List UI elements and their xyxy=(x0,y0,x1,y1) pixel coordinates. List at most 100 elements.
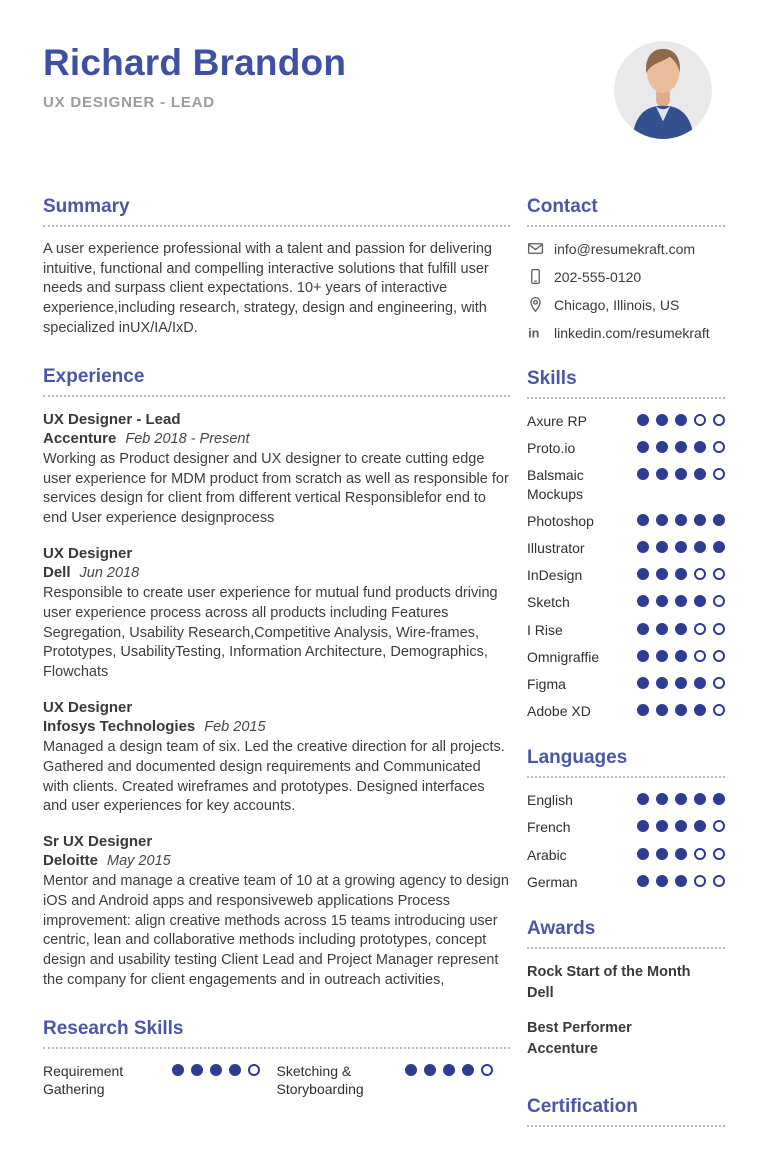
rating-row: Adobe XD xyxy=(527,702,725,720)
rating-label: Requirement Gathering xyxy=(43,1062,124,1097)
rating-dot-empty xyxy=(694,622,706,635)
section-contact: Contact info@resumekraft.com 202-555-0120… xyxy=(527,196,725,341)
rating-dot-filled xyxy=(675,441,687,454)
rating-dots xyxy=(637,648,725,662)
skills-heading: Skills xyxy=(527,368,725,399)
section-languages: Languages English French Arabic German xyxy=(527,747,725,891)
svg-text:in: in xyxy=(528,325,539,340)
profile-photo xyxy=(614,41,712,139)
rating-dot-filled xyxy=(713,793,725,806)
experience-job: Sr UX Designer Deloitte May 2015 Mentor and… xyxy=(43,832,510,991)
rating-dot-filled xyxy=(637,793,649,806)
rating-label: InDesign xyxy=(527,567,583,584)
job-dates: May 2015 xyxy=(107,853,171,870)
job-meta: Deloitte May 2015 xyxy=(43,851,510,871)
rating-dot-filled xyxy=(637,847,649,860)
rating-row: German xyxy=(527,873,725,891)
rating-row: Omnigraffie xyxy=(527,648,725,666)
rating-dots xyxy=(637,791,725,806)
rating-dot-filled xyxy=(462,1063,474,1076)
experience-job: UX Designer Infosys Technologies Feb 2015 M… xyxy=(43,698,510,817)
rating-dot-filled xyxy=(675,820,687,833)
section-skills: Skills Axure RP Proto.io Balsmaic Mockups P… xyxy=(527,368,725,720)
rating-dot-filled xyxy=(424,1063,436,1076)
rating-dot-filled xyxy=(694,540,706,553)
awards-list: Rock Start of the Month Dell Best Performe… xyxy=(527,962,725,1060)
rating-dot-filled xyxy=(694,820,706,833)
contact-value: Chicago, Illinois, US xyxy=(554,296,680,313)
rating-dots xyxy=(637,621,725,635)
rating-dot-filled xyxy=(637,622,649,635)
rating-row: Arabic xyxy=(527,846,725,864)
rating-dot-filled xyxy=(656,820,668,833)
left-column: Summary A user experience professional w… xyxy=(43,196,510,1154)
award-title: Best Performer xyxy=(527,1020,632,1037)
rating-dot-filled xyxy=(675,622,687,635)
rating-dot-filled xyxy=(637,874,649,887)
rating-dots xyxy=(405,1062,493,1076)
job-description: Managed a design team of six. Led the cr… xyxy=(43,739,505,815)
rating-dot-filled xyxy=(637,441,649,454)
rating-dots xyxy=(637,412,725,426)
rating-dot-filled xyxy=(656,847,668,860)
rating-dot-filled xyxy=(171,1063,184,1076)
job-description: Working as Product designer and UX desig… xyxy=(43,450,509,527)
rating-dot-filled xyxy=(675,704,687,717)
contact-heading: Contact xyxy=(527,196,725,227)
rating-dot-filled xyxy=(209,1063,222,1076)
research-skills-list: Requirement Gathering Sketching & Storybo… xyxy=(43,1062,510,1098)
rating-dot-filled xyxy=(656,874,668,887)
rating-dot-filled xyxy=(637,468,649,481)
rating-dot-filled xyxy=(656,414,668,426)
rating-dot-filled xyxy=(656,468,668,481)
job-description: Mentor and manage a creative team of 10 … xyxy=(43,873,509,988)
rating-dot-filled xyxy=(190,1063,203,1076)
experience-jobs: UX Designer - Lead Accenture Feb 2018 - Pr… xyxy=(43,410,510,991)
rating-dot-filled xyxy=(675,513,687,526)
rating-dots xyxy=(171,1062,260,1076)
rating-label: Proto.io xyxy=(527,440,576,457)
contact-item: Chicago, Illinois, US xyxy=(527,296,725,313)
rating-dot-empty xyxy=(247,1063,260,1076)
rating-dot-filled xyxy=(713,540,725,553)
section-summary: Summary A user experience professional w… xyxy=(43,196,510,339)
award-title: Rock Start of the Month xyxy=(527,964,691,980)
rating-label: Sketch xyxy=(527,594,570,611)
experience-heading: Experience xyxy=(43,366,510,397)
rating-dots xyxy=(637,818,725,833)
experience-job: UX Designer Dell Jun 2018 Responsible to cr… xyxy=(43,544,510,683)
award-item: Best Performer Accenture xyxy=(527,1018,725,1060)
section-awards: Awards Rock Start of the Month Dell Best P… xyxy=(527,918,725,1060)
rating-dot-filled xyxy=(694,513,706,526)
rating-dot-empty xyxy=(713,820,725,833)
resume-page: Richard Brandon UX DESIGNER - LEAD Summa… xyxy=(43,41,725,1128)
job-company: Accenture xyxy=(43,430,117,448)
contact-item: in linkedin.com/resumekraft xyxy=(527,324,725,341)
rating-row: Sketch xyxy=(527,593,725,611)
rating-dot-filled xyxy=(656,540,668,553)
award-item: Rock Start of the Month Dell xyxy=(527,962,725,1004)
job-title: UX Designer - Lead xyxy=(43,410,181,428)
rating-dot-filled xyxy=(675,649,687,662)
rating-dot-filled xyxy=(637,704,649,717)
contact-value: info@resumekraft.com xyxy=(554,240,696,257)
job-dates: Feb 2018 - Present xyxy=(125,431,250,448)
linkedin-icon: in xyxy=(527,324,544,341)
contact-item: info@resumekraft.com xyxy=(527,240,725,257)
rating-dot-filled xyxy=(656,676,668,689)
rating-dot-filled xyxy=(637,820,649,833)
rating-row: Photoshop xyxy=(527,512,725,530)
contact-value: 202-555-0120 xyxy=(554,268,642,285)
rating-dot-filled xyxy=(713,513,725,526)
skills-list: Axure RP Proto.io Balsmaic Mockups Photosho… xyxy=(527,412,725,720)
rating-label: Balsmaic Mockups xyxy=(527,467,584,502)
awards-heading: Awards xyxy=(527,918,725,949)
job-company: Dell xyxy=(43,564,71,582)
rating-dot-empty xyxy=(713,568,725,581)
right-column: Contact info@resumekraft.com 202-555-0120… xyxy=(527,196,725,1154)
rating-dots xyxy=(637,593,725,608)
rating-dot-filled xyxy=(675,414,687,426)
rating-dot-filled xyxy=(675,874,687,887)
rating-dot-empty xyxy=(694,847,706,860)
rating-label: English xyxy=(527,792,573,809)
